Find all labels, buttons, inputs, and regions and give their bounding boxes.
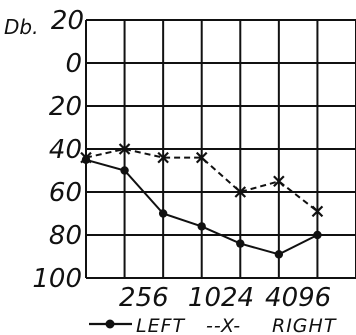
label-layer: Db. 20 0 20 40 60 80 100 256 1024 4096 (4, 6, 331, 313)
series-layer (80, 143, 324, 259)
legend-left-label: LEFT (136, 315, 186, 335)
y-tick-label: 20 (49, 92, 82, 122)
data-point-right (311, 205, 324, 218)
data-point-left (158, 209, 168, 218)
y-tick-label: 0 (65, 49, 82, 79)
data-point-left (313, 230, 322, 240)
x-tick-label: 1024 (188, 283, 254, 313)
legend: LEFT --X- RIGHT (89, 315, 337, 335)
data-point-left (274, 250, 284, 259)
data-point-right (118, 143, 131, 155)
x-tick-label: 4096 (265, 283, 331, 313)
data-point-left (120, 166, 129, 175)
y-tick-label: 80 (49, 221, 82, 251)
data-point-left (197, 222, 206, 231)
legend-right-label: RIGHT (272, 315, 337, 335)
y-tick-label: 20 (51, 6, 84, 36)
x-tick-label: 256 (119, 283, 169, 313)
y-tick-label: 40 (49, 135, 82, 165)
data-point-right (80, 151, 92, 164)
y-tick-label: 100 (32, 264, 82, 294)
data-point-right (195, 151, 208, 164)
legend-left-marker (105, 319, 115, 329)
data-point-right (273, 175, 285, 188)
legend-right-marker: --X- (206, 315, 241, 335)
data-point-left (236, 239, 245, 248)
data-point-right (234, 186, 247, 198)
y-tick-label: 60 (49, 178, 82, 208)
y-axis-label: Db. (4, 15, 38, 39)
data-point-right (157, 151, 169, 164)
